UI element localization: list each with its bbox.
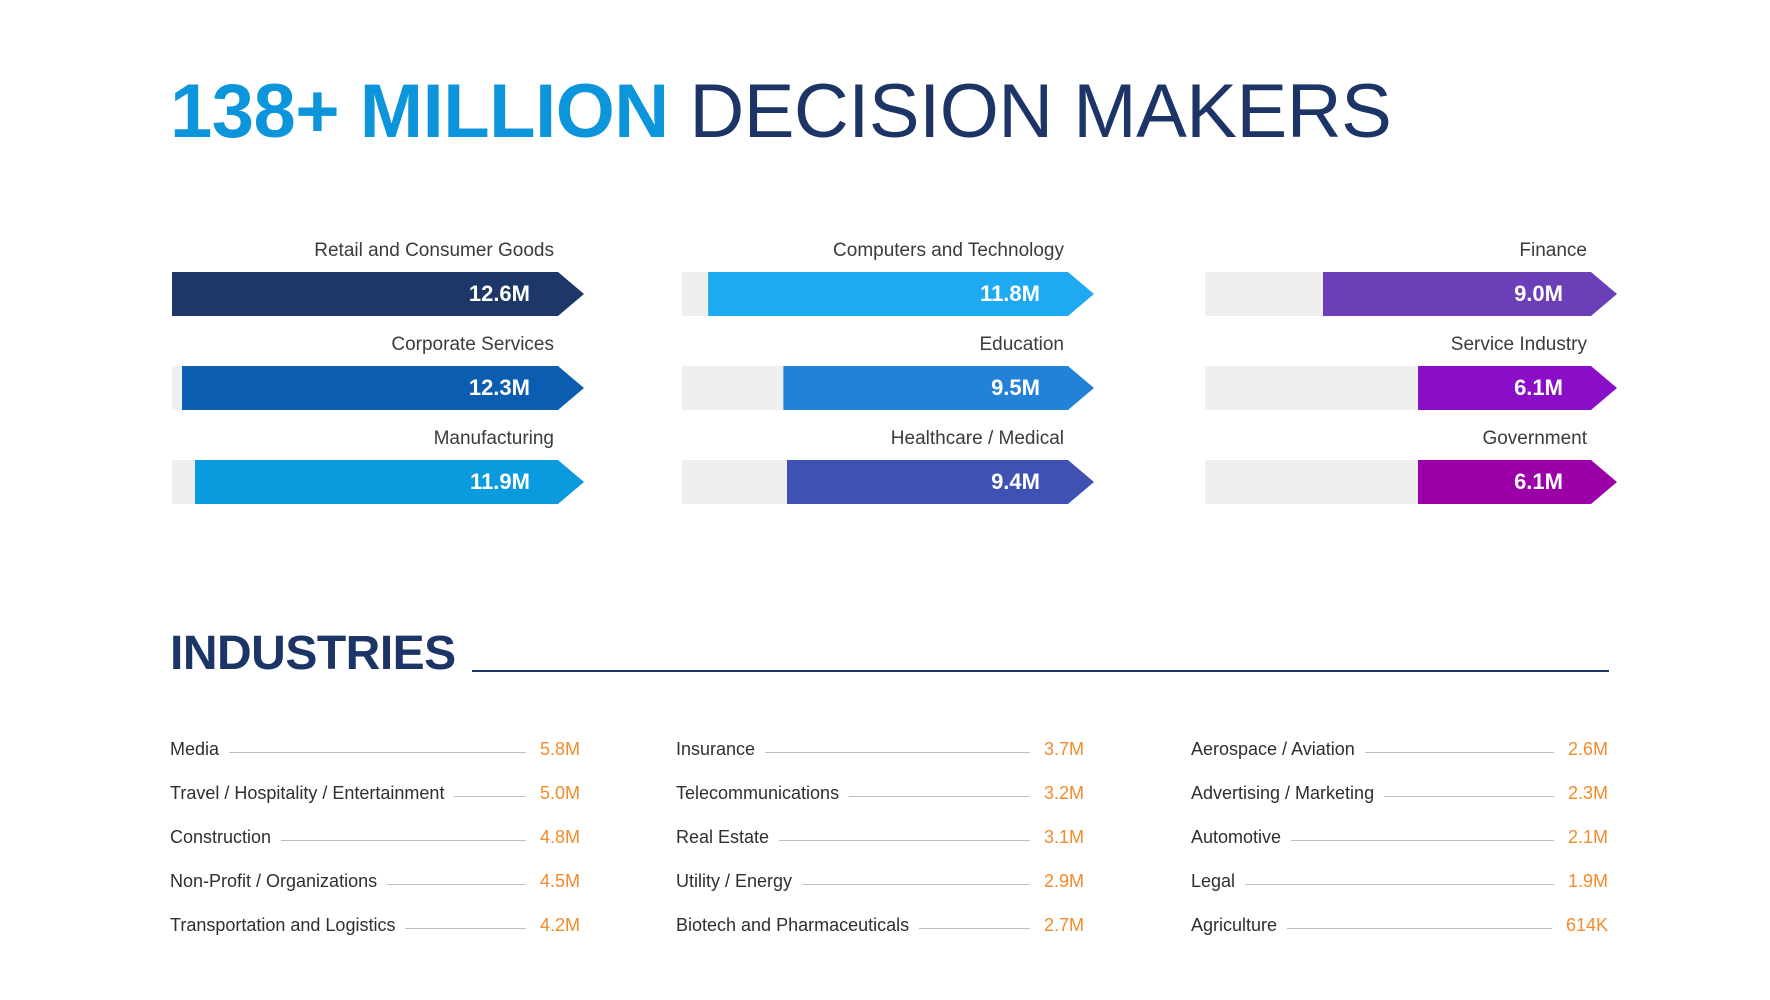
leader-line (229, 751, 526, 753)
bar-value-label: 6.1M (1514, 469, 1563, 494)
industry-name: Real Estate (676, 826, 770, 847)
leader-line (405, 927, 526, 929)
bar (783, 366, 1094, 410)
industry-value: 2.6M (1567, 738, 1608, 759)
industry-name: Aerospace / Aviation (1191, 738, 1355, 759)
leader-line (1287, 927, 1552, 929)
bar-value-label: 9.4M (991, 469, 1040, 494)
industry-value: 4.8M (539, 826, 580, 847)
bar-label: Manufacturing (433, 428, 554, 449)
bar-label: Education (979, 334, 1064, 355)
industry-value: 5.8M (539, 738, 580, 759)
bar-value-label: 6.1M (1514, 375, 1563, 400)
industry-name: Travel / Hospitality / Entertainment (170, 782, 445, 803)
leader-line (802, 883, 1030, 885)
headline: 138+ MILLION DECISION MAKERS (170, 74, 1392, 150)
leader-line (919, 927, 1030, 929)
industry-value: 2.7M (1043, 914, 1084, 935)
leader-line (1291, 839, 1554, 841)
industry-row: Non-Profit / Organizations 4.5M (170, 868, 580, 894)
industry-row: Aerospace / Aviation 2.6M (1191, 736, 1608, 762)
industry-name: Media (170, 738, 220, 759)
industry-value: 4.5M (539, 870, 580, 891)
bar-label: Retail and Consumer Goods (314, 240, 554, 261)
headline-rest: DECISION MAKERS (689, 69, 1392, 154)
bar (786, 460, 1094, 504)
industry-name: Telecommunications (676, 782, 840, 803)
leader-line (1384, 795, 1554, 797)
leader-line (1245, 883, 1554, 885)
industry-row: Insurance 3.7M (676, 736, 1084, 762)
industry-row: Biotech and Pharmaceuticals 2.7M (676, 912, 1084, 938)
industry-value: 3.2M (1043, 782, 1084, 803)
industry-name: Biotech and Pharmaceuticals (676, 914, 910, 935)
bar-value-label: 9.5M (991, 375, 1040, 400)
industry-value: 2.9M (1043, 870, 1084, 891)
industry-name: Insurance (676, 738, 756, 759)
bar-label: Computers and Technology (833, 240, 1064, 261)
bar (172, 272, 584, 316)
industry-row: Travel / Hospitality / Entertainment 5.0M (170, 780, 580, 806)
industry-row: Advertising / Marketing 2.3M (1191, 780, 1608, 806)
bar-value-label: 9.0M (1514, 281, 1563, 306)
bar-label: Healthcare / Medical (890, 428, 1064, 449)
decision-makers-bar-chart: Retail and Consumer Goods 12.6M Corporate … (172, 240, 1617, 504)
industries-title: INDUSTRIES (170, 627, 456, 680)
industry-value: 3.1M (1043, 826, 1084, 847)
industry-value: 1.9M (1567, 870, 1608, 891)
industry-value: 2.3M (1567, 782, 1608, 803)
industry-name: Utility / Energy (676, 870, 793, 891)
bar-label: Corporate Services (391, 334, 554, 355)
bar-label: Service Industry (1450, 334, 1587, 355)
leader-line (281, 839, 526, 841)
industry-value: 4.2M (539, 914, 580, 935)
bar-value-label: 12.6M (468, 281, 530, 306)
leader-line (849, 795, 1030, 797)
industry-name: Non-Profit / Organizations (170, 870, 378, 891)
industry-name: Legal (1191, 870, 1236, 891)
headline-accent: 138+ MILLION (170, 69, 669, 154)
bar (708, 272, 1094, 316)
industry-name: Construction (170, 826, 272, 847)
leader-line (765, 751, 1030, 753)
bar (194, 460, 584, 504)
bar (1322, 272, 1617, 316)
industry-name: Advertising / Marketing (1191, 782, 1375, 803)
industry-value: 5.0M (539, 782, 580, 803)
industry-name: Agriculture (1191, 914, 1278, 935)
bar-label: Government (1482, 428, 1587, 449)
bar (1417, 366, 1617, 410)
industry-name: Transportation and Logistics (170, 914, 396, 935)
industry-name: Automotive (1191, 826, 1282, 847)
industry-row: Real Estate 3.1M (676, 824, 1084, 850)
bar (181, 366, 584, 410)
leader-line (1364, 751, 1554, 753)
industry-value: 3.7M (1043, 738, 1084, 759)
industry-value: 614K (1565, 914, 1608, 935)
industries-divider (472, 670, 1609, 672)
bar-value-label: 12.3M (468, 375, 530, 400)
industry-row: Automotive 2.1M (1191, 824, 1608, 850)
bar (1417, 460, 1617, 504)
industry-row: Utility / Energy 2.9M (676, 868, 1084, 894)
industry-value: 2.1M (1567, 826, 1608, 847)
industry-row: Telecommunications 3.2M (676, 780, 1084, 806)
bar-value-label: 11.8M (980, 281, 1040, 306)
leader-line (779, 839, 1030, 841)
bar-value-label: 11.9M (470, 469, 530, 494)
leader-line (454, 795, 526, 797)
industry-row: Transportation and Logistics 4.2M (170, 912, 580, 938)
industry-row: Agriculture 614K (1191, 912, 1608, 938)
industry-row: Construction 4.8M (170, 824, 580, 850)
bar-label: Finance (1519, 240, 1587, 261)
industry-row: Media 5.8M (170, 736, 580, 762)
leader-line (387, 883, 526, 885)
industry-row: Legal 1.9M (1191, 868, 1608, 894)
